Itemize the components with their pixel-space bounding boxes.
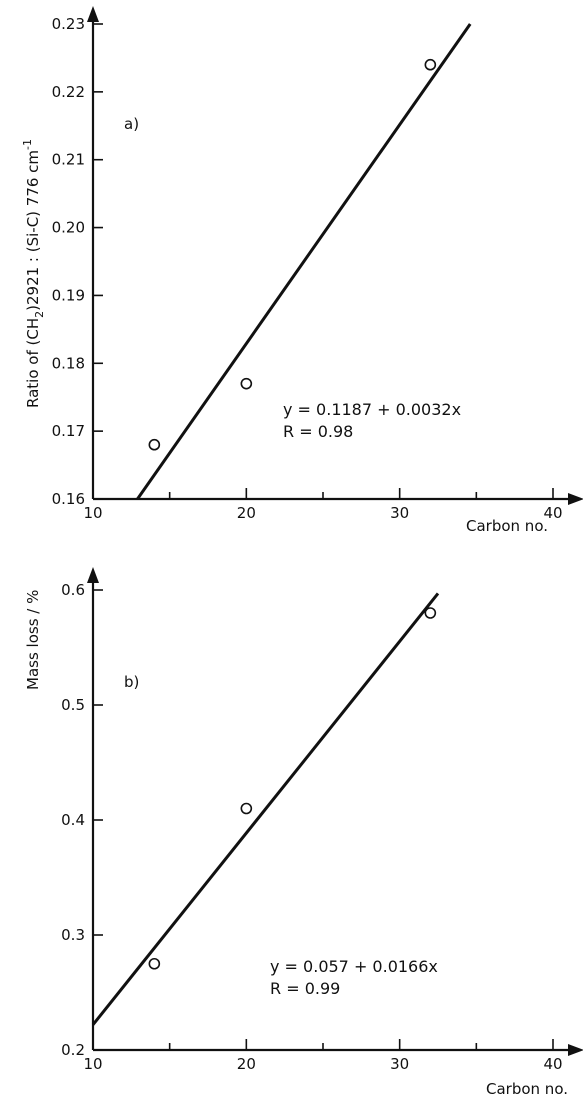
y-tick-label: 0.18 (52, 354, 85, 372)
y-axis-arrow-icon (87, 6, 99, 22)
r-value-label: R = 0.98 (283, 422, 353, 441)
y-ticks: 0.2 0.3 0.4 0.5 0.6 (61, 581, 103, 1059)
x-tick-label: 20 (237, 504, 256, 522)
x-axis-arrow-icon (568, 493, 583, 505)
data-points (148, 58, 437, 451)
x-axis-label: Carbon no. (466, 517, 548, 535)
x-ticks: 10 20 30 40 (83, 1039, 563, 1073)
data-point (148, 438, 161, 451)
y-tick-label: 0.4 (61, 811, 85, 829)
y-tick-label: 0.6 (61, 581, 85, 599)
y-tick-label: 0.2 (61, 1041, 85, 1059)
x-axis-label: Carbon no. (486, 1080, 568, 1098)
y-axis-label-part: )2921 : (Si-C) 776 cm (24, 150, 42, 311)
y-axis-label: Mass loss / % (24, 590, 42, 690)
fit-line (136, 23, 472, 500)
y-tick-label: 0.19 (52, 286, 85, 304)
y-tick-label: 0.3 (61, 926, 85, 944)
y-tick-label: 0.16 (52, 490, 85, 508)
data-point (424, 58, 437, 71)
y-tick-label: 0.17 (52, 422, 85, 440)
y-axis-label-part: Ratio of (CH (24, 318, 42, 408)
data-point (148, 957, 161, 970)
y-axis-label: Ratio of (CH2)2921 : (Si-C) 776 cm-1 (21, 139, 46, 408)
data-points (148, 607, 437, 970)
y-tick-label: 0.23 (52, 15, 85, 33)
x-tick-label: 40 (543, 1055, 562, 1073)
data-point (424, 607, 437, 619)
r-value-label: R = 0.99 (270, 979, 340, 998)
x-ticks: 10 20 30 40 (83, 488, 563, 522)
x-tick-label: 10 (83, 1055, 102, 1073)
data-point (240, 802, 253, 815)
data-point (240, 377, 253, 390)
y-tick-label: 0.20 (52, 219, 85, 237)
x-tick-label: 20 (237, 1055, 256, 1073)
x-tick-label: 10 (83, 504, 102, 522)
panel-label: b) (124, 673, 139, 691)
y-axis-label-superscript: -1 (21, 139, 34, 150)
y-axis-arrow-icon (87, 567, 99, 583)
y-axis-label-subscript: 2 (33, 311, 46, 318)
y-tick-label: 0.21 (52, 151, 85, 169)
y-tick-label: 0.5 (61, 696, 85, 714)
equation-label: y = 0.057 + 0.0166x (270, 957, 438, 976)
x-tick-label: 30 (390, 1055, 409, 1073)
x-axis-arrow-icon (568, 1044, 583, 1056)
x-tick-label: 40 (543, 504, 562, 522)
chart-panel-b: 0.2 0.3 0.4 0.5 0.6 10 20 30 40 b) y = 0.057 + … (24, 567, 583, 1098)
panel-label: a) (124, 115, 139, 133)
fit-line (91, 592, 440, 1026)
x-tick-label: 30 (390, 504, 409, 522)
chart-panel-a: 0.16 0.17 0.18 0.19 0.20 0.21 0.22 0.23 10 20 30 4… (21, 6, 583, 535)
y-ticks: 0.16 0.17 0.18 0.19 0.20 0.21 0.22 0.23 (52, 15, 103, 508)
y-tick-label: 0.22 (52, 83, 85, 101)
equation-label: y = 0.1187 + 0.0032x (283, 400, 461, 419)
y-axis-label-part: Mass loss / % (24, 590, 42, 690)
